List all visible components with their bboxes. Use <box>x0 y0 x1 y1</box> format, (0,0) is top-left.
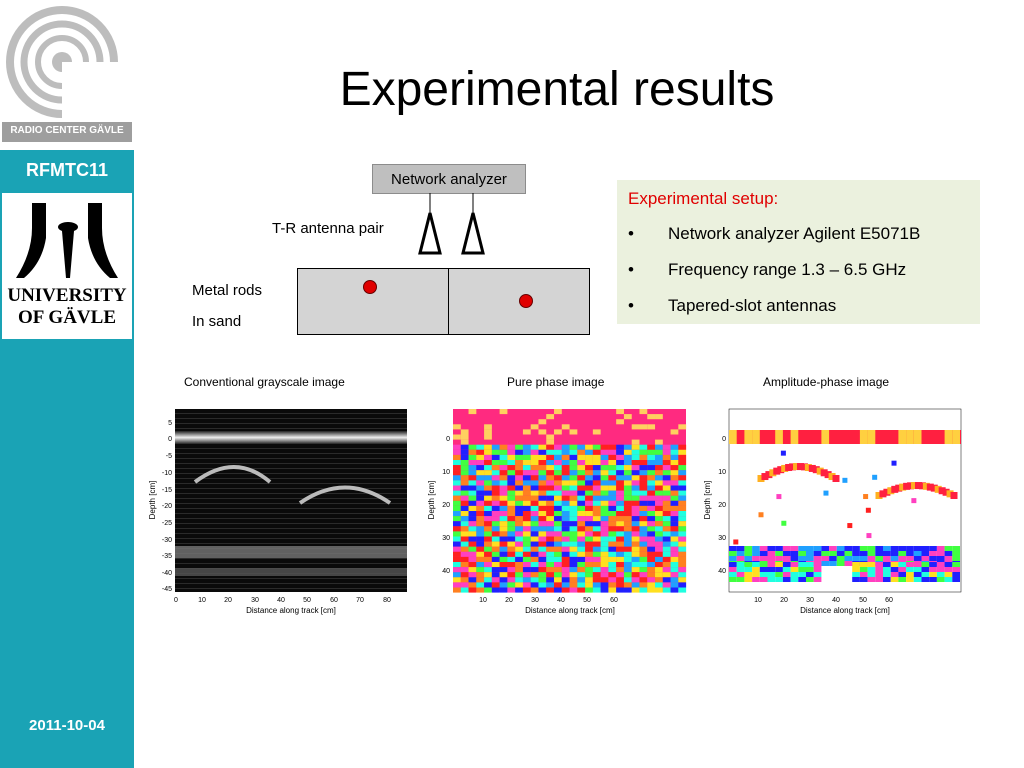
xtick-label: 0 <box>174 597 178 604</box>
ytick-label: 30 <box>442 535 450 542</box>
university-name-line2: OF GÄVLE <box>18 307 116 328</box>
caption-grayscale: Conventional grayscale image <box>184 375 345 389</box>
university-logo-icon <box>16 203 118 278</box>
phase-xlabel: Distance along track [cm] <box>525 606 615 615</box>
setup-item-3: • Tapered-slot antennas <box>628 296 837 315</box>
ytick-label: 10 <box>442 469 450 476</box>
setup-title: Experimental setup: <box>628 189 779 208</box>
xtick-label: 20 <box>780 597 788 604</box>
setup-box: Experimental setup: • Network analyzer Ag… <box>617 180 980 324</box>
grayscale-ylabel: Depth [cm] <box>148 481 157 520</box>
network-analyzer-box: Network analyzer <box>372 164 526 194</box>
ytick-label: -25 <box>162 520 172 527</box>
ytick-label: 40 <box>442 568 450 575</box>
xtick-label: 10 <box>479 597 487 604</box>
grayscale-xlabel: Distance along track [cm] <box>246 606 336 615</box>
sidebar: RADIO CENTER GÄVLE RFMTC11 UNIVERSITY OF… <box>0 0 134 768</box>
slide-title: Experimental results <box>339 63 775 116</box>
caption-phase: Pure phase image <box>507 375 605 389</box>
ytick-label: -10 <box>162 470 172 477</box>
xtick-label: 40 <box>832 597 840 604</box>
metal-rod-2 <box>519 294 533 308</box>
center-logo: RADIO CENTER GÄVLE <box>0 0 134 150</box>
sand-box <box>297 268 590 335</box>
ytick-label: 30 <box>718 535 726 542</box>
sand-divider <box>448 268 449 335</box>
xtick-label: 80 <box>383 597 391 604</box>
xtick-label: 50 <box>859 597 867 604</box>
xtick-label: 30 <box>531 597 539 604</box>
ytick-label: -20 <box>162 503 172 510</box>
ytick-label: 0 <box>722 436 726 443</box>
grayscale-image-panel: 50-5-10-15-20-25-30-35-40-45 0 10 20 30 40 50… <box>148 409 407 615</box>
university-name-line1: UNIVERSITY <box>7 285 127 306</box>
antenna-pair-label: T-R antenna pair <box>272 220 384 237</box>
amplitude-phase-image-panel: 0 10 20 30 40 10 20 30 40 50 60 Depth [cm] Distan… <box>703 408 962 615</box>
xtick-label: 50 <box>303 597 311 604</box>
xtick-label: 60 <box>885 597 893 604</box>
university-logo: UNIVERSITY OF GÄVLE <box>2 193 132 339</box>
ytick-label: 5 <box>168 420 172 427</box>
xtick-label: 20 <box>224 597 232 604</box>
ytick-label: -35 <box>162 553 172 560</box>
xtick-label: 60 <box>330 597 338 604</box>
ytick-label: -15 <box>162 487 172 494</box>
xtick-label: 40 <box>557 597 565 604</box>
phase-ylabel: Depth [cm] <box>427 481 436 520</box>
in-sand-label: In sand <box>192 313 242 330</box>
xtick-label: 10 <box>198 597 206 604</box>
metal-rod-1 <box>363 280 377 294</box>
xtick-label: 40 <box>277 597 285 604</box>
ytick-label: 0 <box>168 436 172 443</box>
xtick-label: 50 <box>583 597 591 604</box>
xtick-label: 30 <box>251 597 259 604</box>
ytick-label: 20 <box>718 502 726 509</box>
xtick-label: 30 <box>806 597 814 604</box>
ytick-label: -40 <box>162 570 172 577</box>
center-logo-emblem-icon <box>2 6 132 142</box>
ytick-label: 20 <box>442 502 450 509</box>
ytick-label: 40 <box>718 568 726 575</box>
bullet-icon: • <box>628 260 634 279</box>
ytick-label: 10 <box>718 469 726 476</box>
setup-item-2: • Frequency range 1.3 – 6.5 GHz <box>628 260 907 279</box>
bullet-icon: • <box>628 296 634 315</box>
xtick-label: 20 <box>505 597 513 604</box>
xtick-label: 10 <box>754 597 762 604</box>
bullet-icon: • <box>628 224 634 243</box>
antenna-pair-icon <box>418 193 485 255</box>
amplitude-phase-ylabel: Depth [cm] <box>703 481 712 520</box>
setup-item-1: • Network analyzer Agilent E5071B <box>628 224 921 243</box>
ytick-label: -45 <box>162 586 172 593</box>
phase-image-panel: 0 10 20 30 40 10 20 30 40 50 60 Depth [cm] Distan… <box>427 409 687 615</box>
xtick-label: 70 <box>356 597 364 604</box>
conference-label: RFMTC11 <box>25 160 108 180</box>
ytick-label: -30 <box>162 537 172 544</box>
center-logo-subtext: RADIO CENTER GÄVLE <box>10 125 124 136</box>
ytick-label: -5 <box>166 453 172 460</box>
xtick-label: 60 <box>610 597 618 604</box>
caption-amplitude-phase: Amplitude-phase image <box>763 375 890 389</box>
amplitude-phase-xlabel: Distance along track [cm] <box>800 606 890 615</box>
metal-rods-label: Metal rods <box>192 282 263 299</box>
slide-date: 2011-10-04 <box>29 717 105 734</box>
ytick-label: 0 <box>446 436 450 443</box>
